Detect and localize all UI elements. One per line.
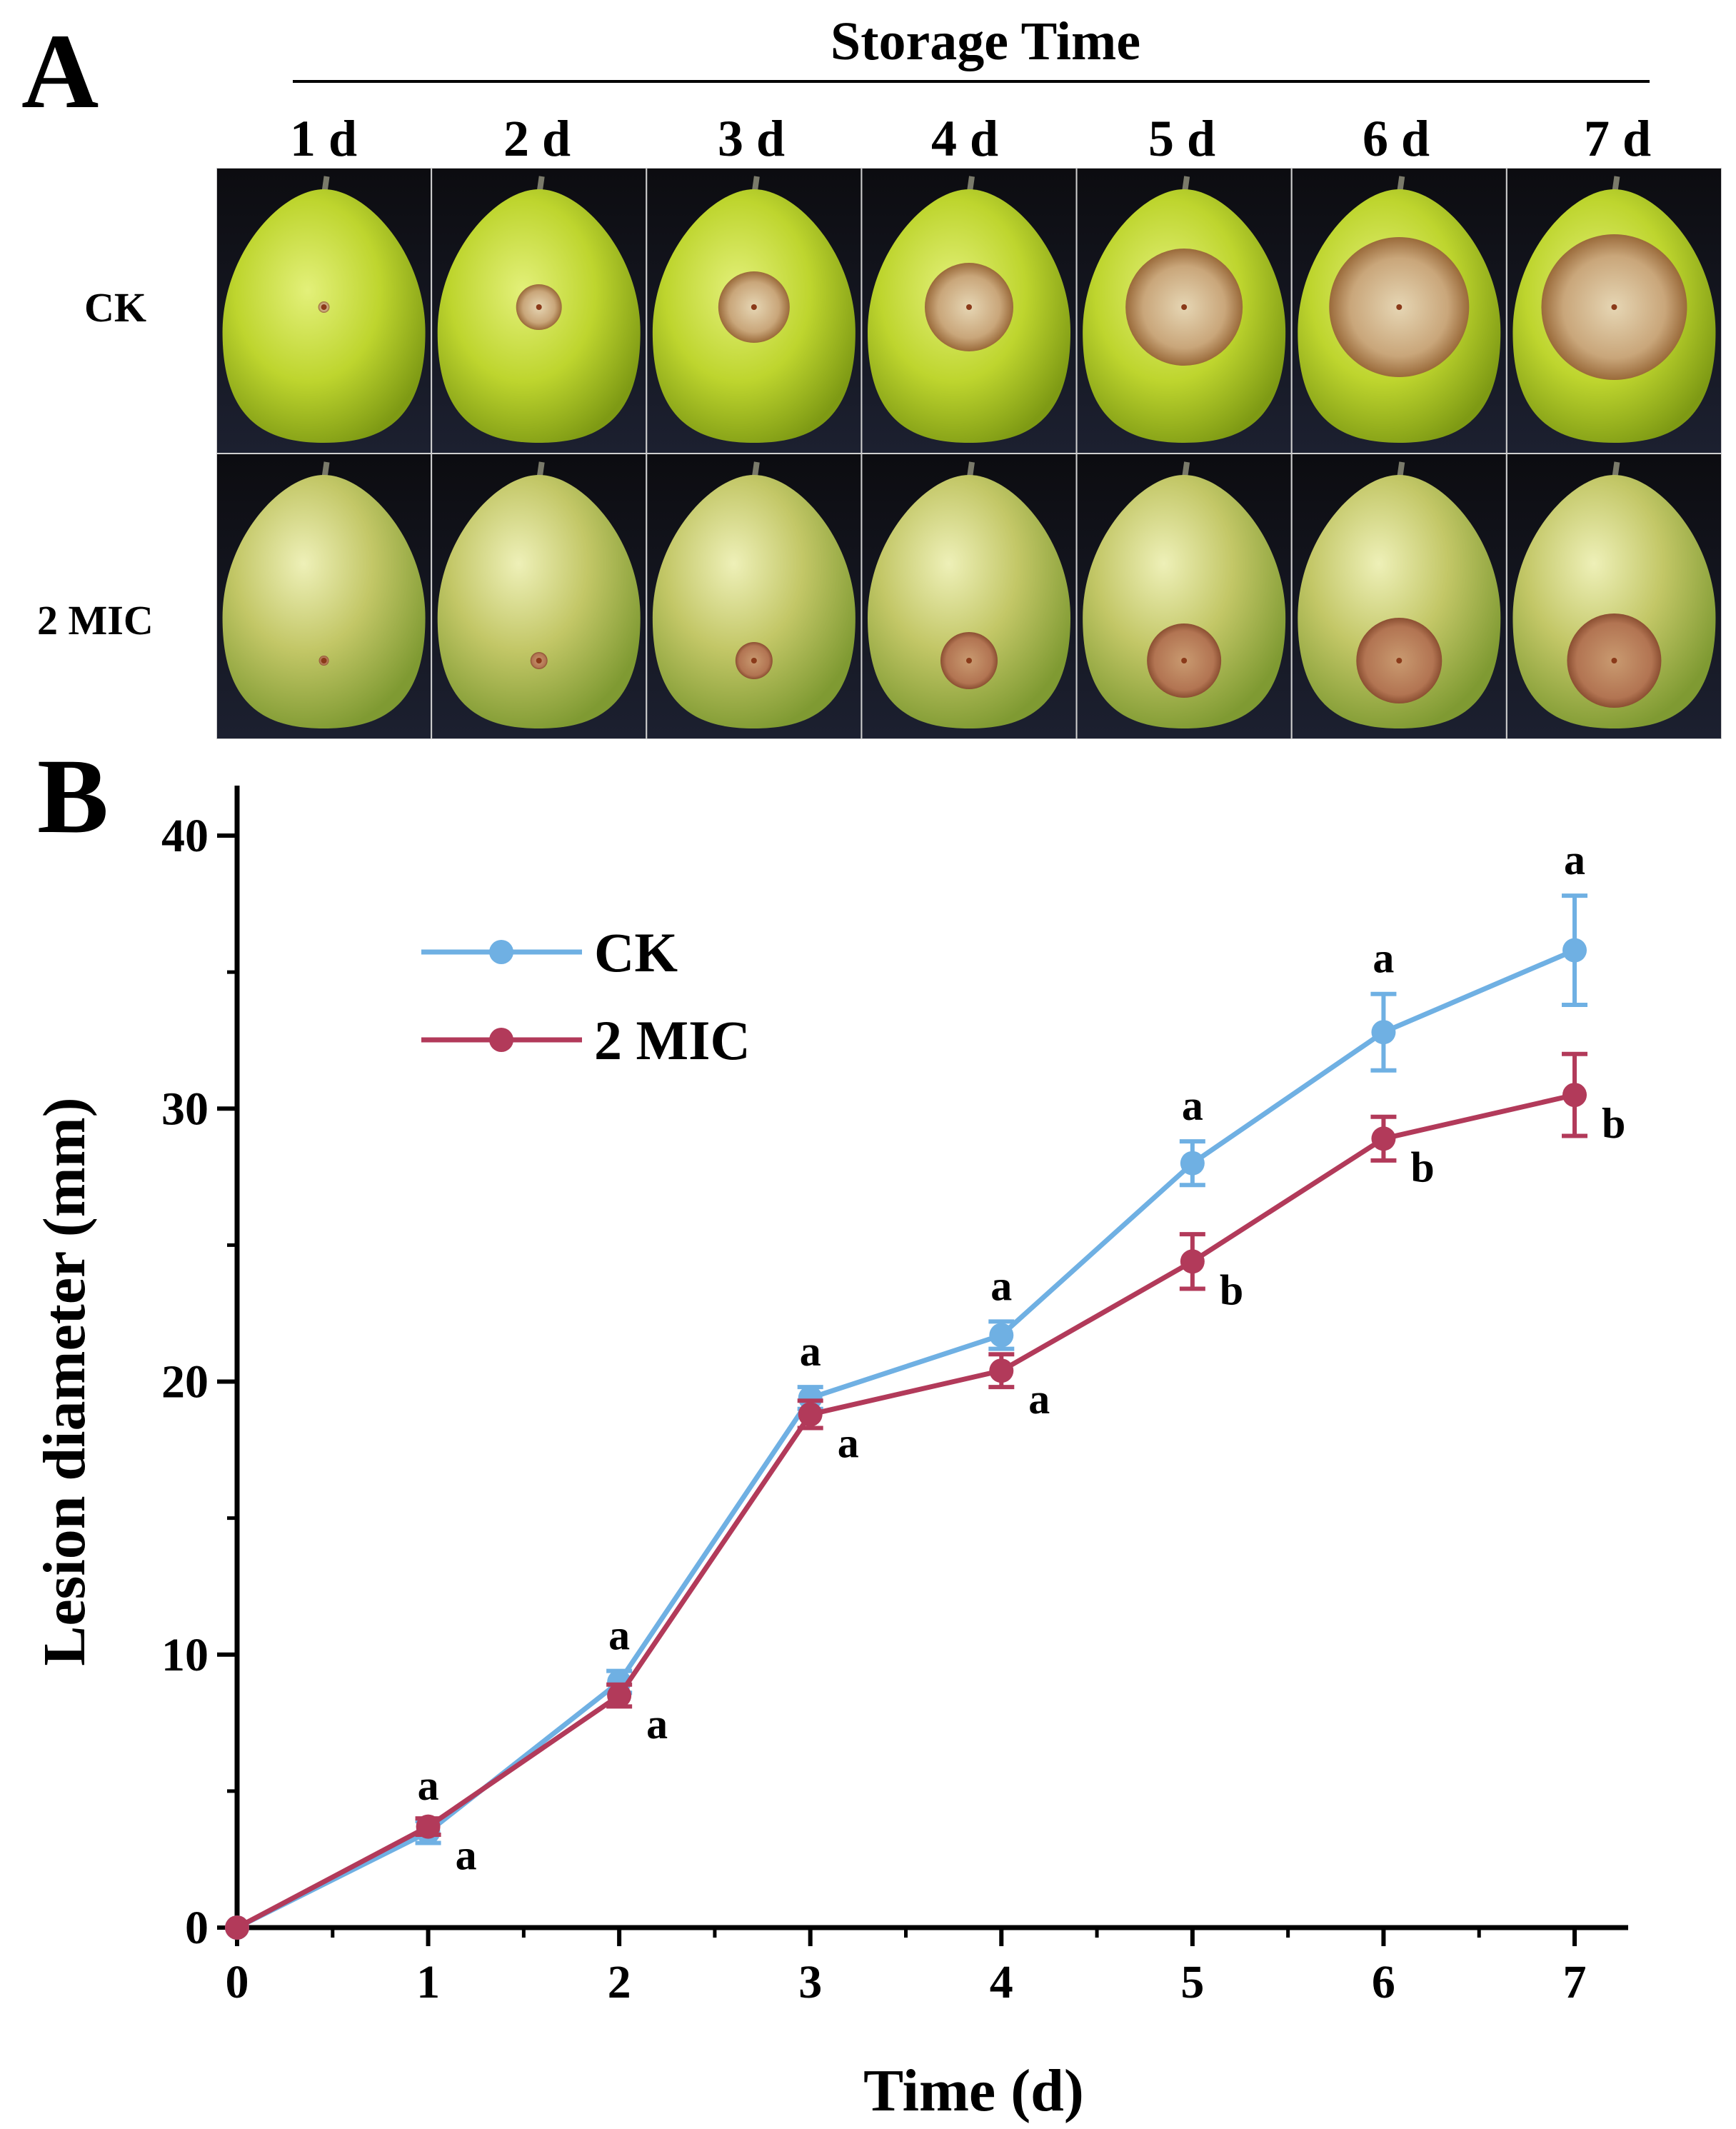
data-point [989, 1323, 1014, 1348]
y-tick-label: 0 [185, 1902, 209, 1954]
pear [222, 189, 426, 443]
inoculation-point [1611, 304, 1617, 310]
data-point [989, 1358, 1014, 1383]
day-label: 4 d [930, 110, 999, 167]
inoculation-point [966, 304, 972, 310]
inoculation-point [1181, 304, 1188, 310]
pear-photo-grid [216, 167, 1723, 740]
data-point [607, 1683, 632, 1708]
day-label: 7 d [1583, 110, 1652, 167]
legend-marker [489, 1028, 513, 1052]
pear [1512, 475, 1716, 728]
legend-label: CK [594, 921, 678, 983]
inoculation-point [1611, 658, 1617, 663]
data-point [798, 1402, 823, 1427]
significance-label: a [418, 1762, 439, 1809]
data-point [1180, 1249, 1205, 1274]
significance-label: a [1182, 1082, 1203, 1129]
pear [1083, 475, 1286, 728]
x-tick-label: 4 [990, 1956, 1013, 2008]
data-point [225, 1915, 249, 1940]
day-label: 3 d [717, 110, 786, 167]
inoculation-point [751, 658, 757, 663]
inoculation-point [1181, 658, 1188, 663]
significance-label: b [1410, 1143, 1434, 1191]
pear [652, 475, 856, 728]
series-line [236, 1092, 1575, 1930]
data-point [1562, 1083, 1587, 1108]
storage-time-title: Storage Time [830, 11, 1141, 71]
pear [437, 475, 641, 728]
significance-label: b [1602, 1100, 1625, 1147]
significance-label: a [1373, 935, 1394, 982]
x-tick-label: 7 [1563, 1956, 1587, 2008]
row-label-2mic: 2 MIC [37, 597, 154, 643]
y-tick-label: 40 [161, 810, 209, 862]
data-point [1562, 938, 1587, 963]
y-tick-label: 10 [161, 1629, 209, 1681]
significance-label: a [990, 1262, 1012, 1309]
pear [1298, 475, 1501, 728]
significance-label: b [1220, 1266, 1243, 1313]
pear [222, 475, 426, 728]
day-label: 1 d [289, 110, 358, 167]
legend-marker [489, 940, 513, 964]
inoculation-point [536, 658, 542, 663]
x-tick-label: 3 [798, 1956, 822, 2008]
inoculation-point [321, 658, 327, 663]
significance-label: a [646, 1700, 668, 1748]
day-label: 2 d [503, 110, 571, 167]
x-tick-label: 2 [608, 1956, 631, 2008]
y-axis-title: Lesion diameter (mm) [31, 1097, 98, 1665]
data-point [416, 1814, 441, 1839]
data-point [1180, 1151, 1205, 1176]
significance-label: a [1028, 1376, 1050, 1423]
day-label: 6 d [1362, 110, 1430, 167]
significance-label: a [456, 1832, 477, 1879]
row-label-ck: CK [84, 284, 146, 331]
x-axis-title: Time (d) [863, 2058, 1084, 2124]
panel-a-label: A [21, 12, 99, 131]
storage-time-rule [293, 80, 1650, 83]
data-point [1371, 1020, 1396, 1045]
inoculation-point [966, 658, 972, 663]
inoculation-point [536, 304, 542, 310]
inoculation-point [751, 304, 757, 310]
significance-label: a [1564, 836, 1585, 883]
y-tick-label: 30 [161, 1083, 209, 1135]
x-tick-label: 1 [416, 1956, 440, 2008]
x-tick-label: 0 [226, 1956, 249, 2008]
legend-label: 2 MIC [594, 1009, 751, 1071]
lesion-diameter-chart: 0 10 20 30 40 0 1 2 3 4 5 6 7 Time (d) Lesion diameter… [31, 786, 1628, 2124]
x-tick-label: 6 [1372, 1956, 1395, 2008]
inoculation-point [1396, 658, 1403, 663]
significance-label: a [800, 1328, 821, 1375]
significance-label: a [608, 1612, 630, 1659]
day-label: 5 d [1148, 110, 1216, 167]
y-tick-label: 20 [161, 1356, 209, 1408]
pear-photo-grid-drawing [216, 167, 1723, 740]
data-point [1371, 1126, 1396, 1151]
x-tick-label: 5 [1180, 1956, 1204, 2008]
pear [868, 475, 1070, 728]
inoculation-point [1396, 304, 1403, 310]
panel-b-label: B [37, 737, 109, 856]
inoculation-point [321, 304, 327, 310]
significance-label: a [838, 1419, 859, 1466]
